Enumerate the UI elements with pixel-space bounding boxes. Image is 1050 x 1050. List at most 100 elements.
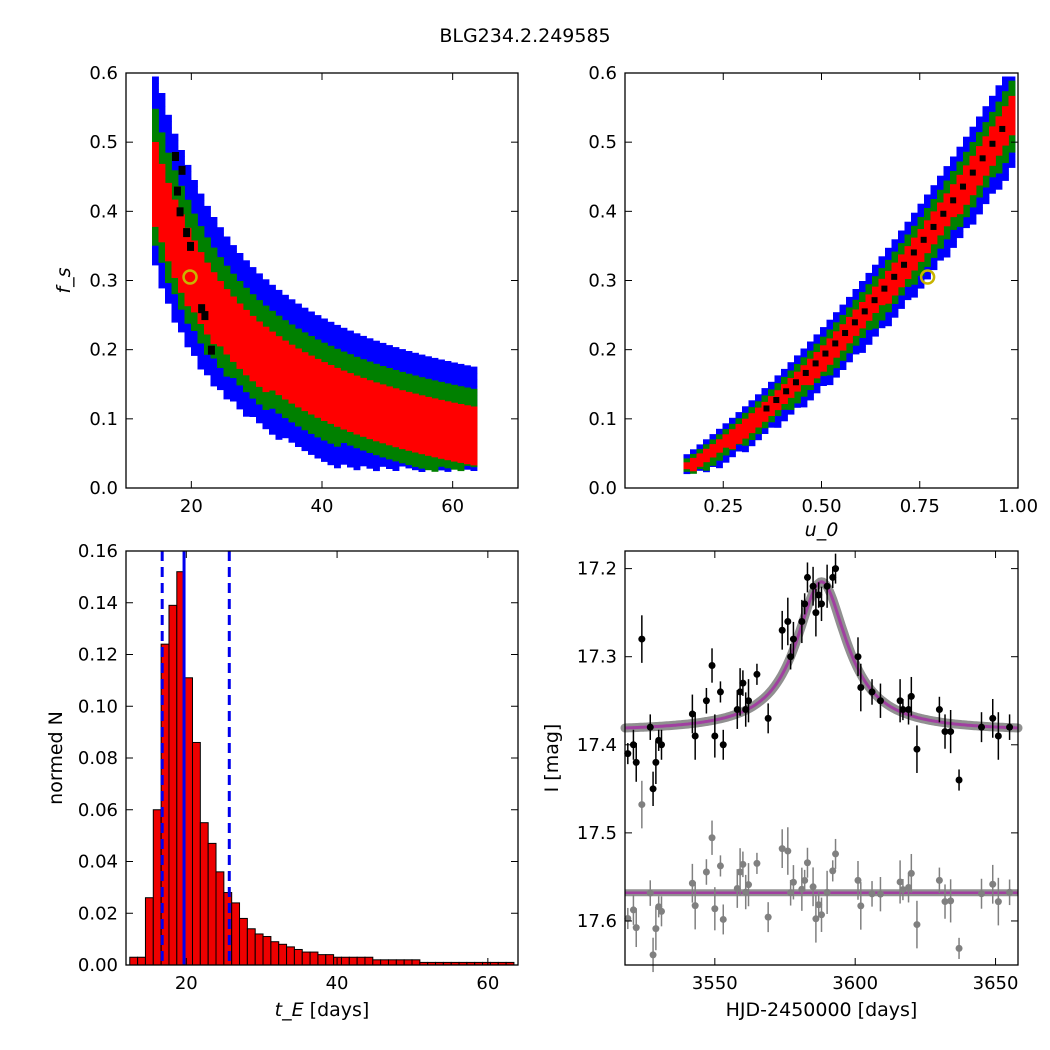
cell-1sigma [451, 428, 458, 436]
cell-1sigma [321, 368, 328, 376]
cell-1sigma [470, 439, 478, 446]
cell-3sigma [431, 370, 439, 378]
cell-3sigma [269, 427, 276, 435]
cell-1sigma [412, 439, 419, 446]
cell-1sigma [412, 419, 419, 427]
cell-1sigma [839, 337, 847, 345]
cell-1sigma [405, 443, 413, 451]
cell-3sigma [152, 89, 159, 97]
cell-1sigma [158, 202, 166, 210]
cell-1sigma [282, 373, 289, 380]
cell-1sigma [431, 417, 439, 425]
cell-2sigma [178, 198, 185, 206]
cell-3sigma [379, 342, 387, 350]
residual-point [708, 834, 716, 842]
cell-1sigma [314, 384, 322, 392]
panel-light-curve: 3550 3600 365017.217.317.417.517.6HJD-2450… [541, 550, 1023, 1021]
cell-1sigma [327, 365, 335, 372]
cell-3sigma [288, 435, 296, 443]
cell-3sigma [204, 231, 211, 239]
cell-2sigma [412, 453, 419, 461]
cell-2sigma [210, 267, 218, 274]
cell-3sigma [872, 264, 879, 272]
cell-2sigma [152, 134, 159, 142]
cell-1sigma [937, 228, 944, 236]
cell-3sigma [924, 201, 931, 208]
cell-1sigma [859, 315, 866, 322]
cell-3sigma [340, 451, 348, 459]
cell-2sigma [347, 432, 354, 440]
cell-1sigma [275, 336, 283, 344]
cell-2sigma [846, 346, 853, 354]
cell-2sigma [295, 406, 302, 414]
cell-3sigma [930, 185, 938, 193]
cell-1sigma [184, 286, 192, 294]
cell-1sigma [191, 266, 198, 274]
cell-1sigma [969, 155, 977, 163]
axes-frame [624, 550, 1019, 966]
cell-best [989, 140, 996, 147]
cell-1sigma [301, 358, 309, 366]
cell-3sigma [917, 281, 925, 289]
cell-3sigma [275, 289, 283, 297]
cell-1sigma [171, 264, 179, 272]
cell-1sigma [366, 432, 374, 440]
cell-1sigma [833, 344, 840, 352]
data-point [649, 785, 657, 793]
cell-3sigma [451, 369, 458, 376]
cell-1sigma [891, 269, 899, 276]
histogram-bar [137, 956, 146, 966]
cell-3sigma [982, 190, 990, 198]
cell-best [172, 152, 179, 161]
residual-point [778, 845, 786, 853]
cell-1sigma [898, 273, 905, 281]
cell-3sigma [256, 292, 263, 300]
cell-2sigma [152, 225, 159, 233]
cell-3sigma [353, 339, 361, 347]
y-tick-label: 0.2 [89, 340, 118, 361]
cell-3sigma [969, 133, 977, 141]
cell-1sigma [451, 402, 458, 410]
residual-point [854, 876, 862, 884]
residual-point [994, 898, 1002, 906]
cell-1sigma [969, 181, 977, 189]
data-point [899, 706, 907, 714]
cell-2sigma [891, 251, 899, 259]
cell-1sigma [301, 365, 309, 373]
cell-2sigma [334, 439, 341, 447]
cell-2sigma [930, 251, 938, 258]
cell-1sigma [360, 410, 367, 418]
cell-3sigma [742, 445, 749, 453]
figure-title: BLG234.2.249585 [439, 25, 610, 47]
cell-1sigma [269, 364, 276, 371]
cell-1sigma [392, 433, 400, 441]
cell-2sigma [418, 390, 426, 398]
cell-1sigma [425, 403, 432, 411]
cell-3sigma [865, 337, 873, 345]
x-tick-label: 3550 [692, 973, 738, 994]
cell-1sigma [314, 391, 322, 399]
cell-1sigma [904, 259, 912, 266]
cell-1sigma [301, 404, 309, 412]
cell-1sigma [451, 422, 458, 430]
cell-3sigma [464, 378, 471, 386]
data-point [857, 684, 865, 692]
cell-1sigma [230, 322, 237, 330]
cell-2sigma [314, 430, 322, 438]
cell-1sigma [217, 333, 224, 340]
cell-1sigma [217, 339, 224, 347]
cell-2sigma [898, 243, 905, 250]
cell-1sigma [191, 247, 198, 254]
cell-3sigma [438, 463, 445, 471]
cell-1sigma [405, 437, 413, 445]
cell-3sigma [308, 441, 315, 449]
cell-1sigma [152, 187, 159, 195]
cell-1sigma [956, 187, 964, 195]
cell-2sigma [878, 268, 886, 275]
cell-3sigma [327, 341, 335, 349]
data-point [691, 732, 699, 740]
data-point [784, 617, 792, 625]
cell-3sigma [191, 349, 198, 356]
cell-1sigma [347, 386, 354, 393]
cell-1sigma [366, 393, 374, 401]
